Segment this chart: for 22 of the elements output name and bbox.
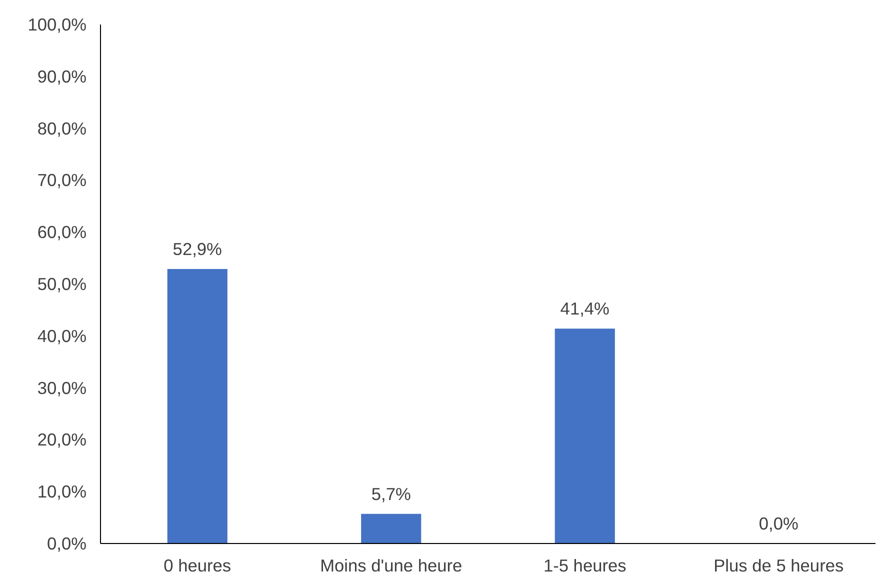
data-label: 41,4% (560, 298, 610, 319)
y-tick-label: 100,0% (28, 14, 87, 34)
y-tick-label: 30,0% (37, 378, 87, 398)
data-label: 52,9% (172, 238, 222, 259)
y-tick-label: 80,0% (37, 118, 87, 138)
x-tick-label: 0 heures (164, 556, 232, 576)
y-tick-label: 0,0% (47, 534, 87, 554)
y-tick-label: 90,0% (37, 66, 87, 86)
y-tick-label: 20,0% (37, 430, 87, 450)
y-tick-label: 40,0% (37, 326, 87, 346)
x-tick-label: 1-5 heures (543, 556, 627, 576)
x-tick-label: Plus de 5 heures (714, 556, 844, 576)
bar (167, 268, 228, 544)
x-tick-label: Moins d'une heure (320, 556, 462, 576)
y-tick-label: 10,0% (37, 482, 87, 502)
bar (361, 514, 422, 544)
data-label: 0,0% (758, 514, 798, 534)
data-label: 5,7% (371, 484, 411, 504)
y-tick-label: 50,0% (37, 274, 87, 294)
y-tick-label: 60,0% (37, 222, 87, 242)
bar (554, 328, 615, 544)
y-tick-label: 70,0% (37, 170, 87, 190)
